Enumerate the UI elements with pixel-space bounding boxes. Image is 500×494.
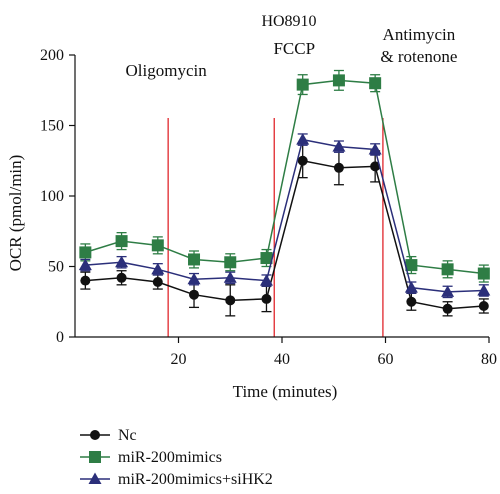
data-point	[368, 142, 382, 155]
data-point	[296, 133, 310, 145]
series-mir-200mimics	[79, 69, 490, 283]
data-point	[405, 259, 418, 272]
data-point	[477, 267, 490, 280]
data-point	[297, 155, 308, 166]
series-line	[85, 138, 484, 293]
injection-label: FCCP	[273, 39, 315, 58]
x-tick-label: 80	[481, 351, 497, 368]
data-point	[369, 77, 382, 90]
chart-title: HO8910	[261, 13, 316, 30]
legend-label: Nc	[118, 427, 137, 444]
injection-label: Oligomycin	[126, 61, 208, 80]
data-point	[332, 140, 346, 152]
y-tick-label: 100	[40, 188, 64, 205]
data-point	[370, 161, 381, 172]
y-axis-label: OCR (pmol/min)	[6, 155, 25, 272]
data-point	[441, 263, 454, 276]
data-point	[477, 283, 491, 296]
data-point	[78, 258, 92, 271]
data-point	[478, 300, 489, 311]
x-tick-label: 20	[171, 351, 187, 368]
legend-item: Nc	[80, 427, 137, 444]
legend-marker	[88, 472, 102, 484]
series-mir-200mimics-sihk2	[78, 133, 491, 299]
y-tick-label: 200	[40, 47, 64, 64]
data-point	[188, 253, 201, 266]
legend-label: miR-200mimics	[118, 449, 222, 466]
data-point	[80, 275, 91, 286]
data-point	[151, 239, 164, 252]
legend-label: miR-200mimics+siHK2	[118, 471, 273, 488]
x-tick-label: 60	[378, 351, 394, 368]
data-point	[115, 235, 128, 248]
data-series	[78, 69, 491, 317]
legend-item: miR-200mimics+siHK2	[80, 471, 273, 488]
data-point	[296, 78, 309, 91]
data-point	[404, 281, 418, 293]
data-point	[406, 296, 417, 307]
data-point	[224, 256, 237, 269]
x-axis-label: Time (minutes)	[233, 382, 338, 401]
series-line	[85, 79, 484, 275]
x-tick-label: 40	[274, 351, 290, 368]
data-point	[116, 272, 127, 283]
legend-item: miR-200mimics	[80, 449, 222, 466]
data-point	[151, 262, 165, 275]
injection-label: Antimycin	[383, 25, 456, 44]
y-tick-label: 0	[56, 329, 64, 346]
data-point	[441, 285, 455, 297]
data-point	[189, 289, 200, 300]
axes: 0 50 100 150 200 20 40 60 80	[40, 47, 497, 368]
data-point	[333, 162, 344, 173]
legend: Nc miR-200mimics miR-200mimics+siHK2	[80, 427, 273, 488]
data-point	[223, 271, 237, 283]
data-point	[259, 274, 273, 286]
legend-marker	[89, 451, 101, 463]
series-line	[85, 159, 484, 310]
data-point	[260, 252, 273, 265]
data-point	[261, 293, 272, 304]
injection-label: & rotenone	[380, 47, 457, 66]
y-tick-label: 50	[48, 259, 64, 276]
data-point	[115, 255, 129, 268]
data-point	[152, 277, 163, 288]
injection-markers: Oligomycin FCCP Antimycin & rotenone	[126, 25, 457, 337]
data-point	[442, 303, 453, 314]
data-point	[187, 272, 201, 285]
data-point	[332, 74, 345, 87]
y-tick-label: 150	[40, 118, 64, 135]
legend-marker	[90, 430, 100, 440]
data-point	[79, 246, 92, 259]
data-point	[225, 295, 236, 306]
